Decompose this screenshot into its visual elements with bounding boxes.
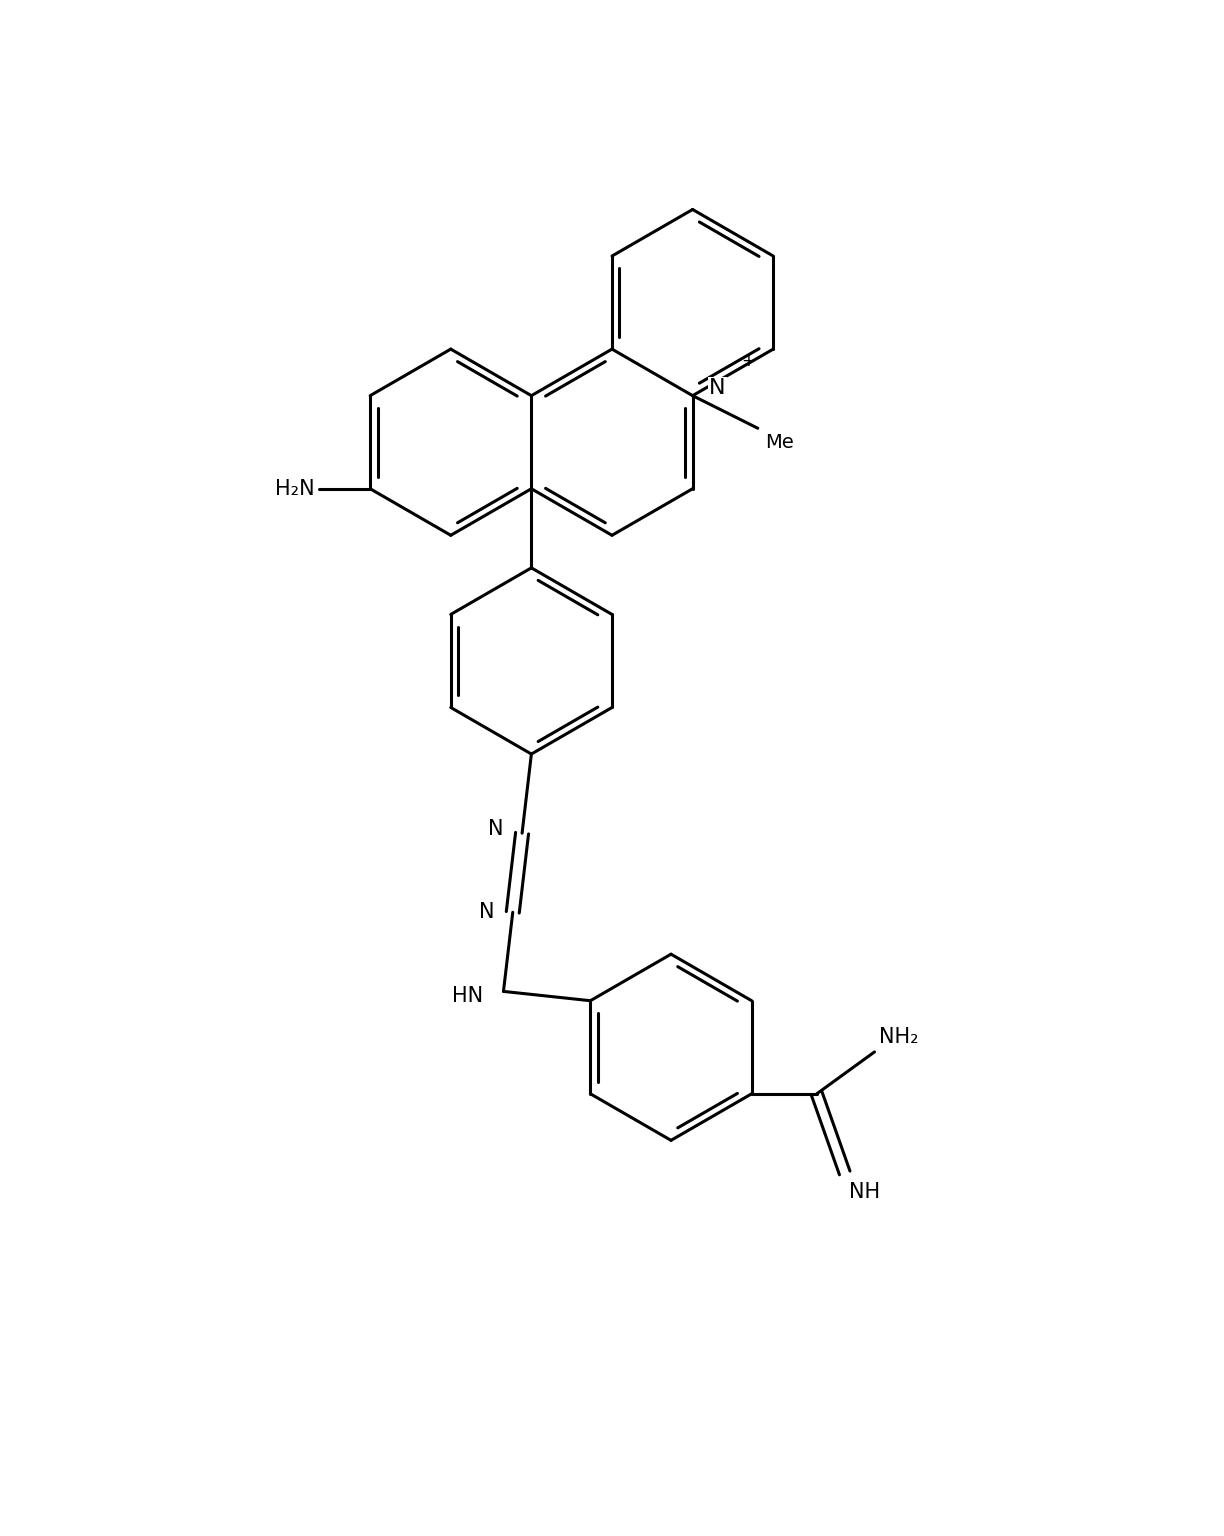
Text: N: N — [710, 378, 726, 398]
Text: N: N — [479, 902, 494, 922]
Text: +: + — [741, 352, 755, 370]
Text: HN: HN — [452, 986, 483, 1006]
Text: NH: NH — [849, 1183, 880, 1203]
Text: N: N — [488, 819, 503, 839]
Text: H₂N: H₂N — [274, 479, 315, 499]
Text: Me: Me — [765, 433, 794, 452]
Text: NH₂: NH₂ — [879, 1028, 919, 1048]
